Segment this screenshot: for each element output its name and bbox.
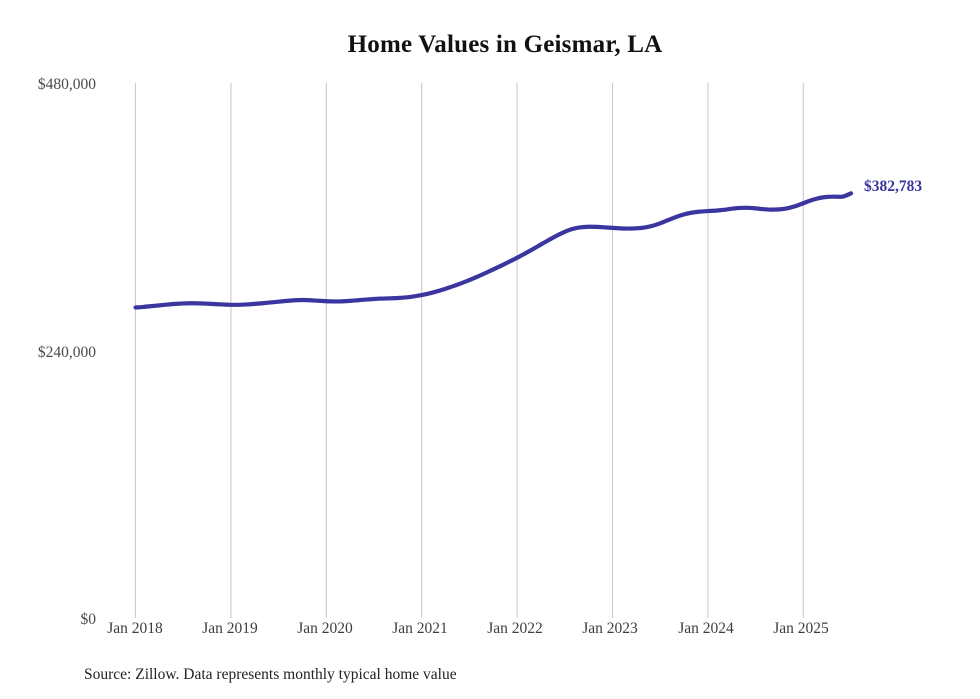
end-value-label: $382,783 [864,178,923,196]
x-tick-jan-2018: Jan 2018 [107,620,163,637]
home-value-line [133,191,854,310]
x-tick-jan-2021: Jan 2021 [392,620,448,637]
y-tick-240000: $240,000 [37,344,96,361]
y-tick-480000: $480,000 [37,76,96,93]
x-tick-jan-2024: Jan 2024 [678,620,734,637]
gridlines-group [134,83,804,618]
y-tick-0: $0 [80,611,97,628]
x-tick-jan-2025: Jan 2025 [773,620,829,637]
source-note: Source: Zillow. Data represents monthly … [84,666,457,683]
x-tick-jan-2022: Jan 2022 [487,620,543,637]
chart-title: Home Values in Geismar, LA [347,31,663,58]
x-tick-jan-2023: Jan 2023 [582,620,638,637]
x-tick-jan-2019: Jan 2019 [202,620,258,637]
x-tick-jan-2020: Jan 2020 [297,620,353,637]
